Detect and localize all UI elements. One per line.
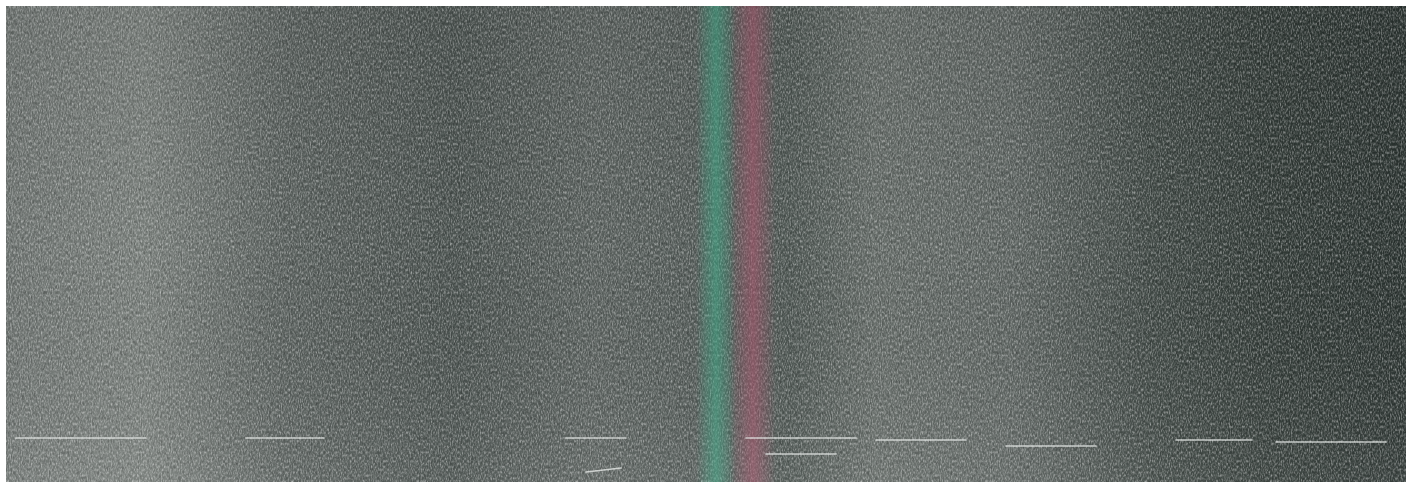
vertical-shading bbox=[6, 6, 1406, 482]
texture-svg bbox=[6, 6, 1406, 482]
scan-streaks bbox=[15, 437, 1387, 473]
scanned-texture-image bbox=[6, 6, 1406, 482]
